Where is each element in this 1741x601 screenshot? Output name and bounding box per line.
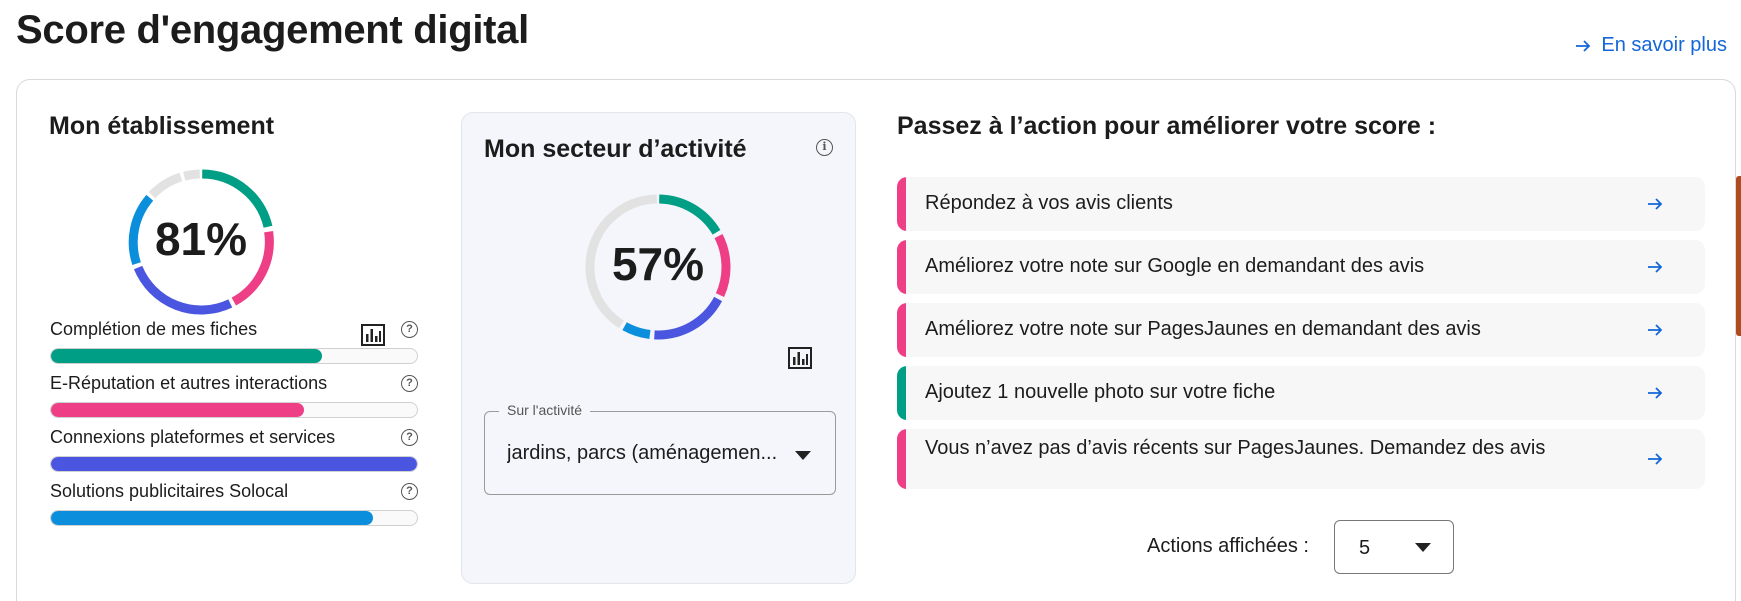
donut-segment-grey-2 [148, 172, 183, 199]
sector-score: 57% [611, 238, 705, 290]
metric-label: Connexions plateformes et services [50, 427, 336, 447]
metric-label: Complétion de mes fiches [50, 319, 258, 339]
actions-shown-label: Actions affichées : [1147, 535, 1309, 557]
donut-segment-green [202, 169, 273, 228]
question-circle-icon[interactable]: ? [401, 375, 418, 392]
actions-shown-value: 5 [1359, 537, 1371, 559]
establishment-score: 81% [154, 213, 248, 265]
donut-segment-pink [231, 231, 274, 306]
progress-fill [51, 457, 417, 471]
action-label: Vous n’avez pas d’avis récents sur Pages… [925, 437, 1546, 459]
donut-segment-lightblue [622, 322, 651, 339]
action-stripe [897, 303, 906, 357]
sector-section: Mon secteur d’activité i 57% Sur l'activ… [461, 112, 856, 584]
activity-select-legend: Sur l'activité [499, 402, 591, 418]
action-stripe [897, 429, 906, 489]
donut-segment-grey [585, 194, 657, 329]
donut-segment-lightblue [128, 194, 154, 266]
progress-fill [51, 349, 322, 363]
progress-fill [51, 403, 304, 417]
arrow-right-icon [1648, 261, 1663, 273]
actions-title: Passez à l’action pour améliorer votre s… [897, 112, 1437, 140]
learn-more-link[interactable]: En savoir plus [1575, 34, 1727, 57]
metric-completion: Complétion de mes fiches ? [50, 319, 418, 364]
progress-bar [50, 456, 418, 472]
bar-chart-icon[interactable] [361, 324, 385, 346]
activity-select[interactable]: Sur l'activité jardins, parcs (aménageme… [484, 402, 836, 495]
action-item-pagesjaunes-rating[interactable]: Améliorez votre note sur PagesJaunes en … [897, 303, 1705, 357]
question-circle-icon[interactable]: ? [401, 321, 418, 338]
action-item-recent-reviews[interactable]: Vous n’avez pas d’avis récents sur Pages… [897, 429, 1705, 489]
metric-advertising: Solutions publicitaires Solocal ? [50, 481, 418, 526]
establishment-section: Mon établissement [49, 112, 419, 141]
action-item-google-rating[interactable]: Améliorez votre note sur Google en deman… [897, 240, 1705, 294]
action-item-reply-reviews[interactable]: Répondez à vos avis clients [897, 177, 1705, 231]
caret-down-icon [795, 451, 811, 460]
page-title: Score d'engagement digital [16, 8, 529, 52]
arrow-right-icon [1648, 324, 1663, 336]
arrow-right-icon [1576, 39, 1591, 52]
action-stripe [897, 240, 906, 294]
action-label: Répondez à vos avis clients [925, 192, 1173, 214]
establishment-donut: 81% [123, 164, 279, 320]
action-label: Ajoutez 1 nouvelle photo sur votre fiche [925, 381, 1276, 403]
donut-segment-grey [183, 169, 201, 181]
establishment-title: Mon établissement [49, 112, 275, 140]
metric-label: Solutions publicitaires Solocal [50, 481, 289, 501]
arrow-right-icon [1648, 453, 1663, 465]
learn-more-label: En savoir plus [1601, 34, 1727, 56]
actions-section: Passez à l’action pour améliorer votre s… [897, 112, 1707, 141]
metric-reputation: E-Réputation et autres interactions ? [50, 373, 418, 418]
action-stripe [897, 366, 906, 420]
metric-connections: Connexions plateformes et services ? [50, 427, 418, 472]
progress-bar [50, 510, 418, 526]
donut-segment-green [658, 194, 721, 235]
progress-bar [50, 402, 418, 418]
scroll-edge [1736, 176, 1741, 336]
action-stripe [897, 177, 906, 231]
activity-select-value: jardins, parcs (aménagemen... [507, 442, 778, 464]
question-circle-icon[interactable]: ? [401, 483, 418, 500]
action-item-add-photo[interactable]: Ajoutez 1 nouvelle photo sur votre fiche [897, 366, 1705, 420]
sector-title: Mon secteur d’activité [484, 135, 747, 163]
metric-label: E-Réputation et autres interactions [50, 373, 328, 393]
bar-chart-icon[interactable] [788, 347, 812, 369]
arrow-right-icon [1648, 198, 1663, 210]
action-label: Améliorez votre note sur PagesJaunes en … [925, 318, 1481, 340]
question-circle-icon[interactable]: ? [401, 429, 418, 446]
action-label: Améliorez votre note sur Google en deman… [925, 255, 1425, 277]
engagement-card: Mon établissement 81% Complétion de mes … [16, 79, 1736, 601]
sector-donut: 57% [580, 189, 736, 345]
actions-shown-select[interactable]: 5 [1334, 520, 1454, 574]
info-circle-icon[interactable]: i [816, 139, 833, 156]
donut-segment-blue [654, 296, 723, 340]
progress-bar [50, 348, 418, 364]
caret-down-icon [1415, 543, 1431, 552]
arrow-right-icon [1648, 387, 1663, 399]
donut-segment-blue [133, 265, 233, 315]
donut-segment-pink [714, 234, 731, 297]
progress-fill [51, 511, 374, 525]
